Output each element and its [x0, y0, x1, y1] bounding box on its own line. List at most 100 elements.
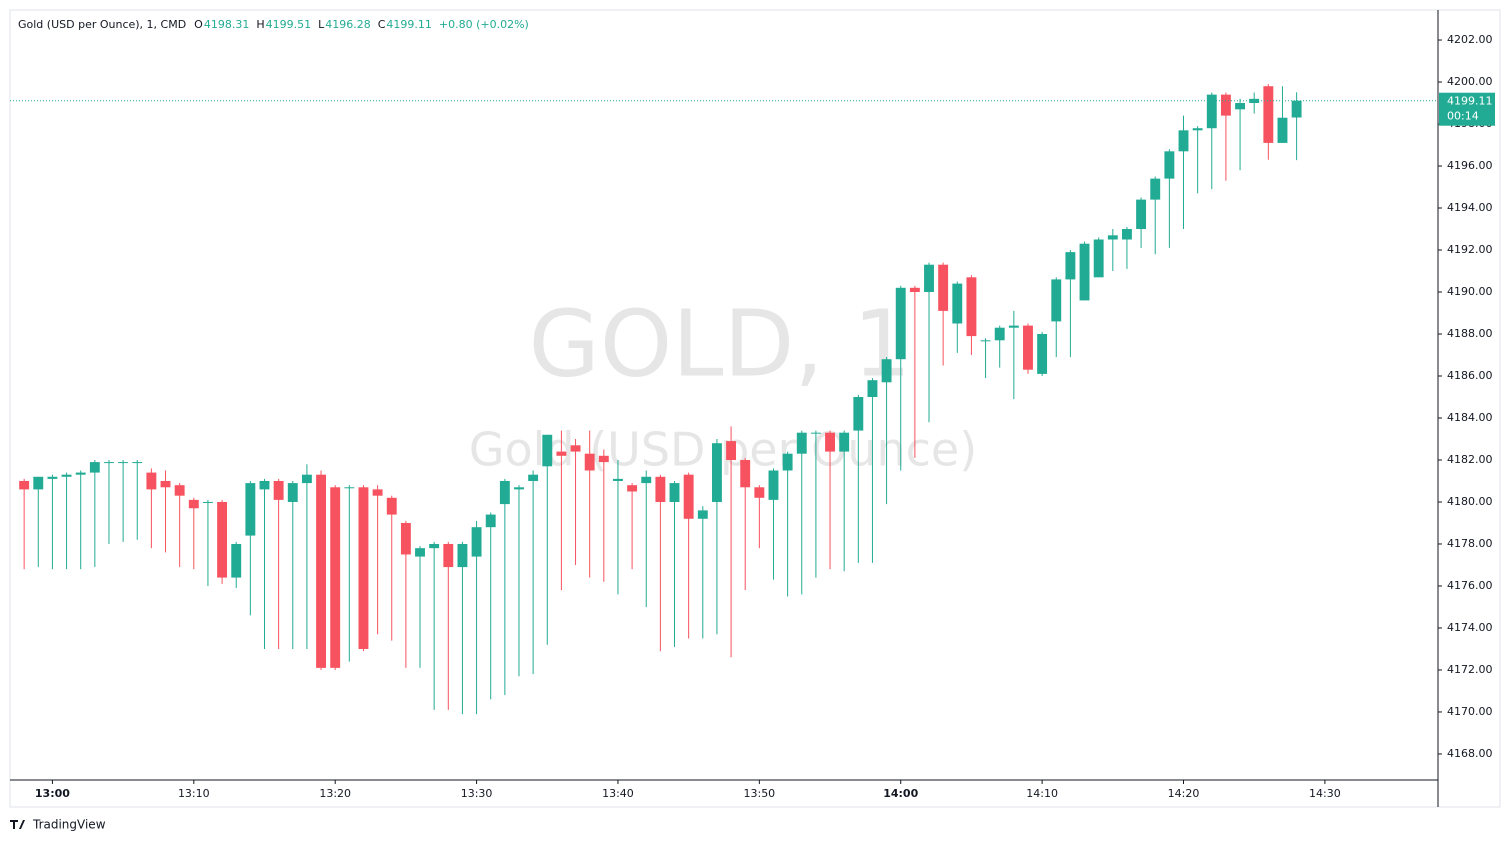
candle[interactable] [994, 325, 1005, 368]
candle[interactable] [1277, 86, 1288, 143]
candle[interactable] [386, 495, 397, 641]
candle[interactable] [570, 438, 581, 565]
candle[interactable] [301, 464, 312, 649]
candle[interactable] [146, 468, 157, 549]
candle[interactable] [273, 478, 284, 649]
candle[interactable] [697, 506, 708, 639]
candle[interactable] [1051, 277, 1062, 358]
candle[interactable] [1037, 331, 1048, 376]
candle[interactable] [740, 457, 751, 591]
candle[interactable] [429, 541, 440, 710]
candle[interactable] [556, 430, 567, 591]
candle[interactable] [669, 480, 680, 647]
candle[interactable] [47, 474, 58, 570]
candle[interactable] [443, 541, 454, 710]
candle[interactable] [160, 470, 171, 553]
candle[interactable] [641, 470, 652, 607]
candle[interactable] [75, 470, 86, 570]
candle[interactable] [372, 485, 383, 635]
candle[interactable] [118, 459, 129, 542]
candle[interactable] [400, 520, 411, 668]
candle[interactable] [1164, 149, 1175, 248]
candle[interactable] [1093, 237, 1104, 278]
candle-body [839, 432, 850, 452]
candle[interactable] [768, 468, 779, 580]
candle[interactable] [627, 483, 638, 570]
candle[interactable] [1291, 92, 1302, 161]
candle[interactable] [1136, 197, 1147, 248]
candle[interactable] [796, 430, 807, 595]
candle[interactable] [909, 285, 920, 458]
candle-body [528, 474, 539, 481]
candle[interactable] [810, 430, 821, 578]
candle[interactable] [132, 459, 143, 540]
candle[interactable] [952, 281, 963, 353]
candle[interactable] [514, 485, 524, 677]
candle[interactable] [980, 338, 991, 379]
candle[interactable] [881, 357, 892, 505]
candle[interactable] [330, 485, 341, 670]
candle[interactable] [966, 275, 977, 355]
candle[interactable] [202, 499, 213, 586]
candle[interactable] [104, 459, 114, 544]
candle[interactable] [231, 541, 242, 589]
candle[interactable] [683, 472, 694, 639]
candle[interactable] [259, 478, 270, 649]
candle[interactable] [1220, 92, 1231, 181]
candle[interactable] [754, 485, 765, 549]
candle[interactable] [287, 480, 298, 649]
candle[interactable] [839, 430, 850, 572]
candle[interactable] [1249, 92, 1260, 114]
candle[interactable] [598, 449, 609, 582]
candle[interactable] [485, 512, 496, 700]
candle[interactable] [782, 451, 793, 597]
candle[interactable] [867, 378, 878, 563]
candle[interactable] [895, 285, 906, 471]
candle[interactable] [174, 483, 185, 568]
candle-body [160, 480, 171, 488]
candle[interactable] [188, 497, 199, 570]
candle[interactable] [61, 472, 72, 570]
candle[interactable] [584, 430, 595, 578]
candle[interactable] [217, 499, 228, 584]
candle[interactable] [528, 470, 539, 675]
candle-body [1093, 239, 1104, 278]
candle[interactable] [33, 476, 44, 568]
candle[interactable] [613, 459, 623, 595]
candle-body [740, 459, 751, 488]
candle[interactable] [726, 426, 737, 658]
candle[interactable] [1235, 98, 1246, 171]
candle[interactable] [938, 262, 949, 366]
brand[interactable]: TradingView [10, 818, 106, 832]
candle[interactable] [1150, 176, 1161, 255]
candle[interactable] [358, 485, 369, 652]
x-tick-label: 14:20 [1168, 787, 1200, 800]
candle[interactable] [1206, 92, 1217, 190]
candle[interactable] [1107, 229, 1118, 272]
candle[interactable] [655, 474, 666, 652]
candle[interactable] [924, 262, 934, 423]
candle[interactable] [1079, 241, 1090, 301]
candle[interactable] [471, 520, 482, 715]
candle[interactable] [1023, 323, 1033, 374]
candle[interactable] [316, 470, 326, 670]
candle[interactable] [853, 394, 864, 563]
candle[interactable] [245, 480, 256, 616]
candle[interactable] [415, 546, 425, 668]
candle[interactable] [499, 478, 510, 696]
candle[interactable] [1178, 115, 1189, 230]
y-tick-label: 4188.00 [1447, 327, 1493, 340]
candle[interactable] [1192, 126, 1203, 194]
candle-body [952, 283, 963, 324]
candle[interactable] [19, 478, 30, 570]
candle[interactable] [457, 541, 468, 715]
candle[interactable] [711, 438, 722, 635]
candle[interactable] [89, 459, 100, 568]
candle[interactable] [825, 430, 835, 570]
candle[interactable] [1008, 310, 1019, 400]
candle[interactable] [1065, 250, 1076, 358]
candle[interactable] [542, 434, 553, 645]
candle[interactable] [344, 485, 355, 662]
candle[interactable] [1263, 84, 1274, 160]
candle[interactable] [1122, 226, 1132, 269]
